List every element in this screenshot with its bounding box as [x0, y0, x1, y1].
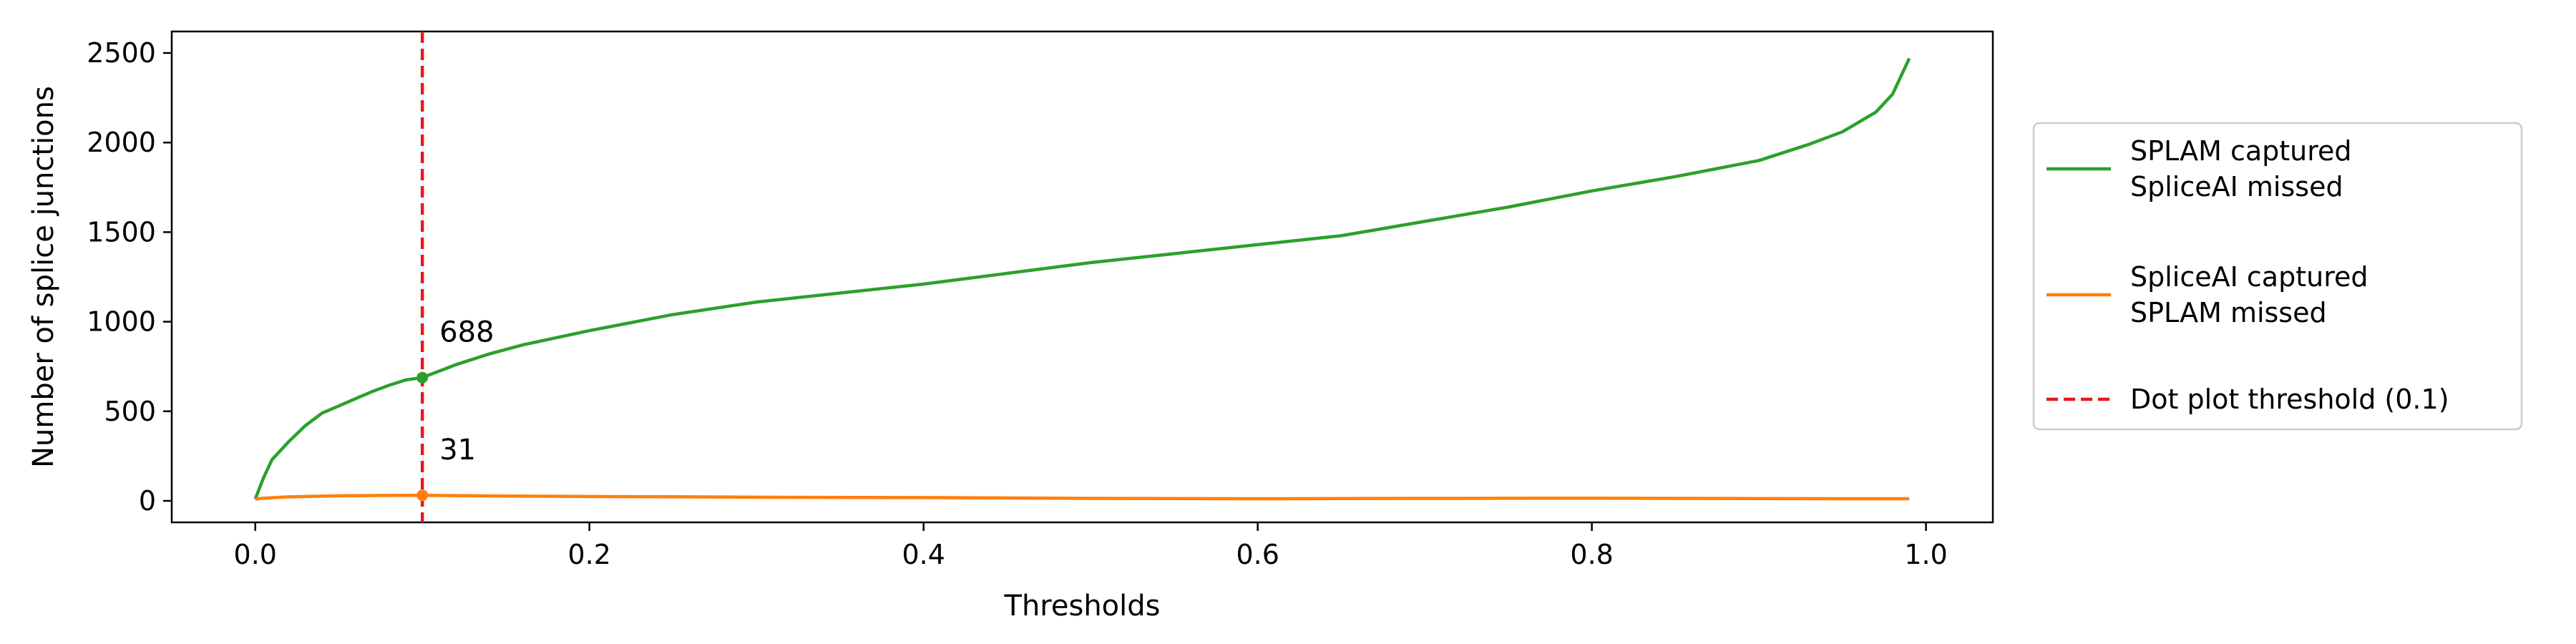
plot-frame	[170, 30, 1994, 524]
annotation-label-0: 688	[439, 316, 494, 349]
y-tick-label: 2000	[87, 127, 156, 158]
series-line-1	[255, 493, 1910, 501]
x-tick-label: 0.6	[1236, 539, 1279, 570]
legend-entry-threshold-label: Dot plot threshold (0.1)	[2130, 384, 2449, 415]
x-axis-label: Thresholds	[1004, 590, 1161, 623]
x-tick-label: 0.8	[1570, 539, 1613, 570]
y-axis-label: Number of splice junctions	[27, 86, 60, 468]
legend-entry-0-label: SPLAM captured SpliceAI missed	[2130, 135, 2352, 203]
annotation-point-1	[416, 489, 429, 502]
x-tick-label: 1.0	[1904, 539, 1947, 570]
x-axis: 0.0 0.2 0.4 0.6 0.8 1.0	[234, 522, 1948, 570]
series-line-0	[253, 57, 1911, 500]
x-tick-label: 0.0	[234, 539, 277, 570]
legend-entry-1-label: SpliceAI captured SPLAM missed	[2130, 261, 2368, 328]
y-tick-label: 500	[104, 396, 156, 427]
y-tick-label: 0	[139, 485, 156, 517]
y-tick-label: 2500	[87, 37, 156, 69]
y-tick-label: 1500	[87, 216, 156, 248]
x-tick-label: 0.2	[567, 539, 610, 570]
legend: SPLAM captured SpliceAI missed SpliceAI ca…	[2032, 122, 2523, 431]
y-axis: 0 500 1000 1500 2000 2500	[87, 37, 172, 517]
annotation-label-1: 31	[439, 434, 476, 467]
annotation-point-0	[416, 371, 429, 384]
legend-frame	[2032, 122, 2523, 431]
plot-area	[253, 57, 1911, 501]
x-tick-label: 0.4	[902, 539, 945, 570]
y-tick-label: 1000	[87, 306, 156, 338]
